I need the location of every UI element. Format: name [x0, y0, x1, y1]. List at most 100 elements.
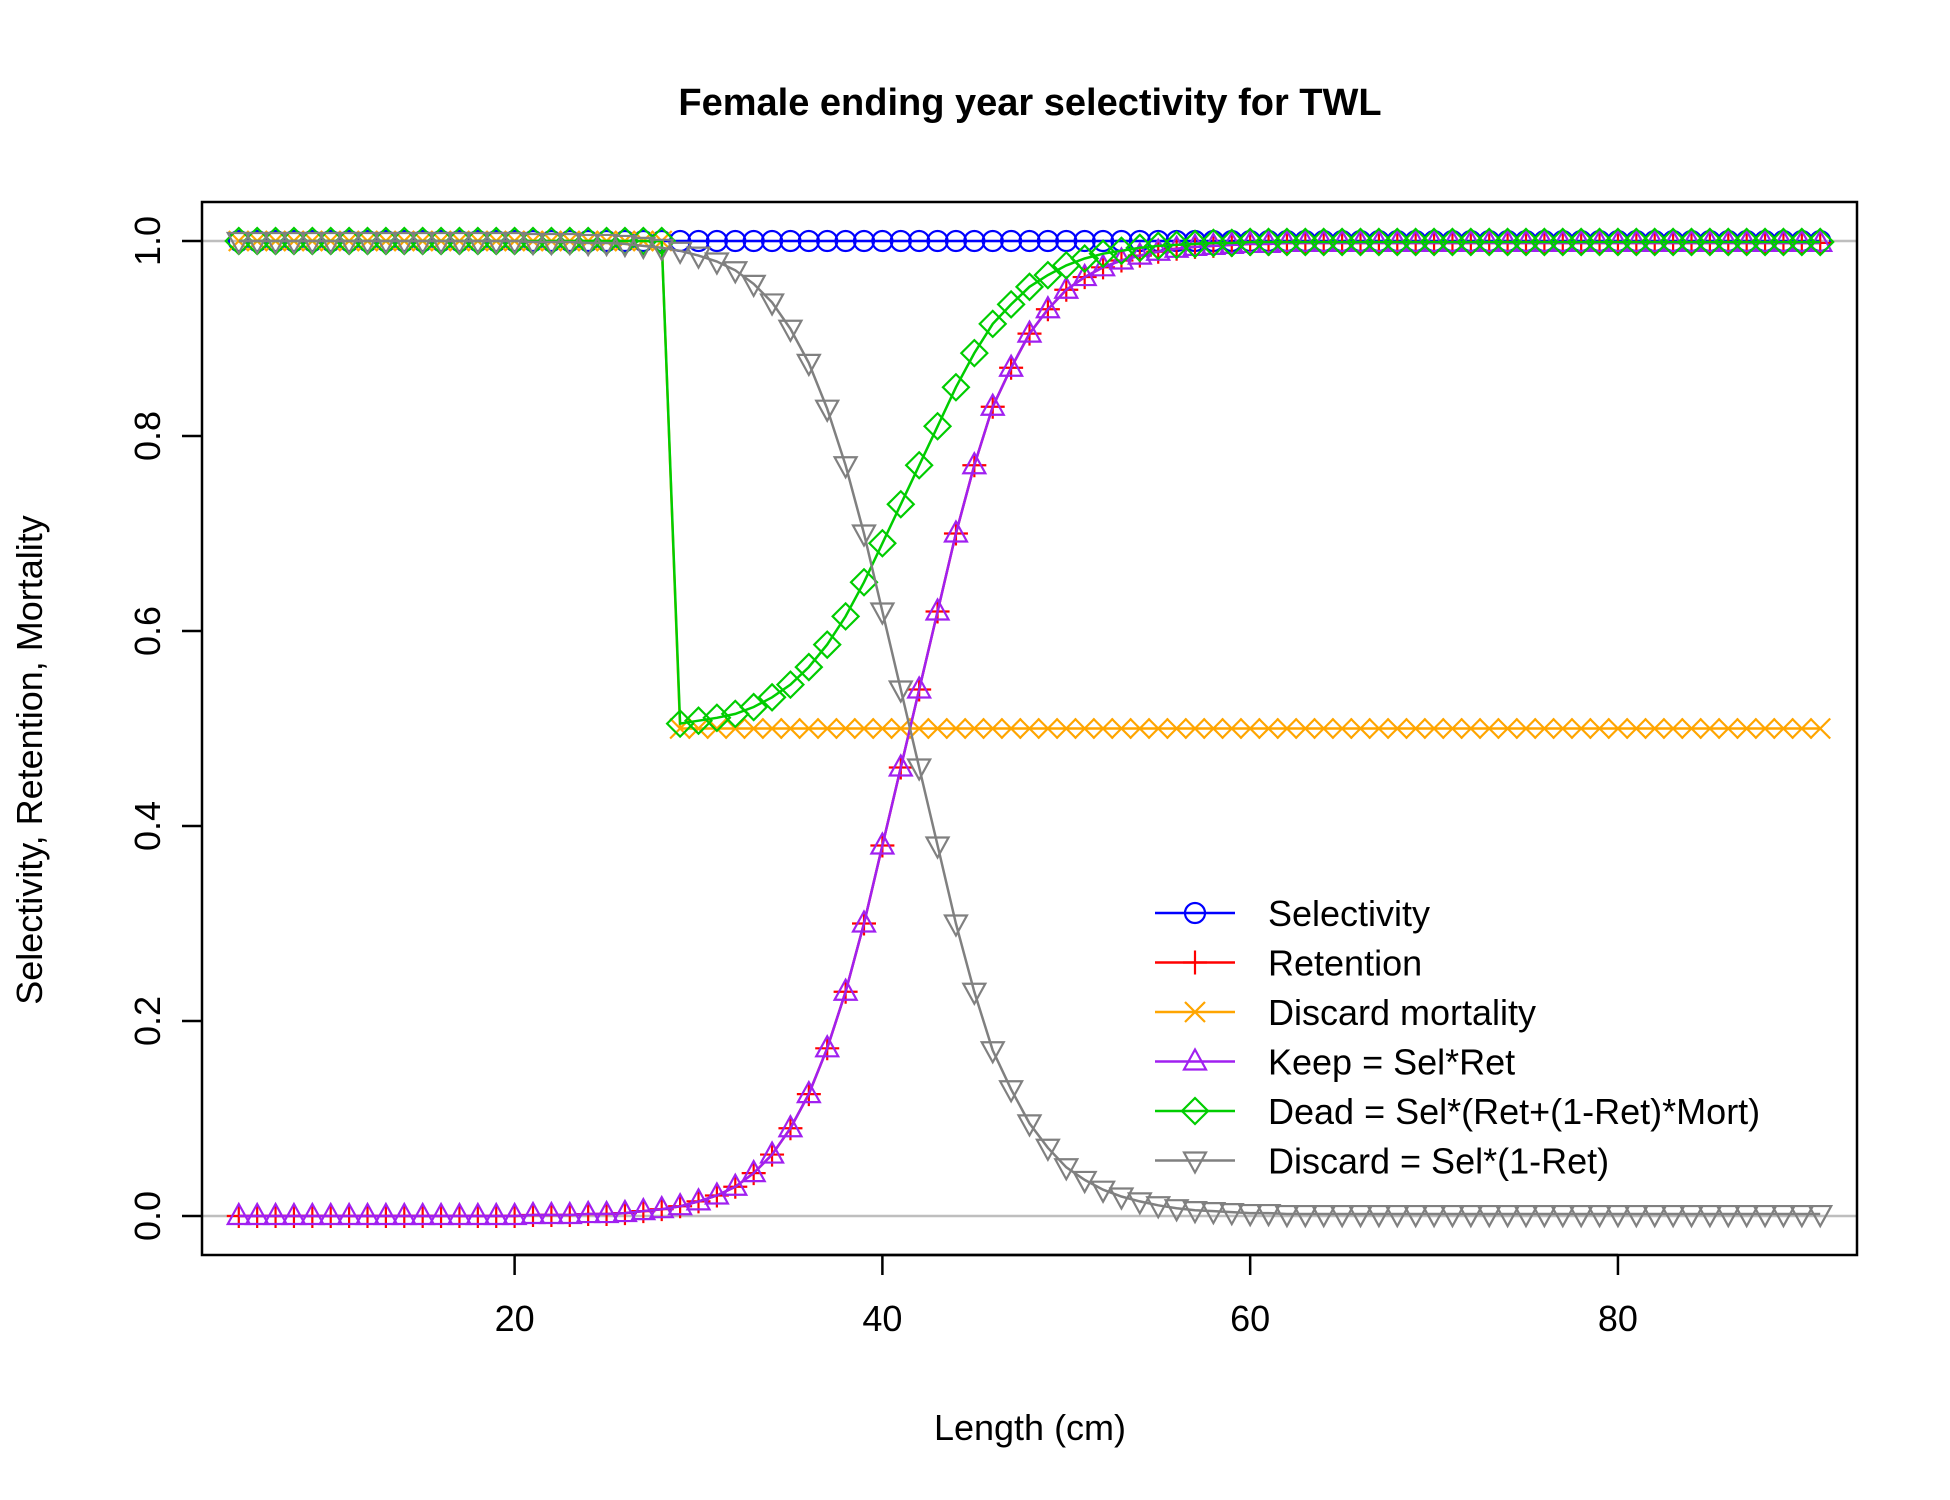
- data-point: [409, 231, 436, 256]
- data-point: [978, 309, 1008, 339]
- data-point: [244, 1201, 271, 1226]
- data-point: [1552, 717, 1574, 740]
- data-point: [779, 717, 802, 740]
- data-point: [299, 231, 326, 256]
- data-point: [1292, 1204, 1319, 1229]
- y-axis-label: Selectivity, Retention, Mortality: [9, 515, 50, 1005]
- data-point: [1439, 1204, 1466, 1229]
- data-point: [871, 229, 894, 253]
- data-point: [1053, 275, 1080, 299]
- data-point: [852, 229, 876, 253]
- data-point: [1605, 1204, 1631, 1229]
- data-point: [1108, 1187, 1135, 1211]
- data-point: [795, 353, 822, 378]
- data-point: [648, 238, 675, 263]
- data-point: [867, 528, 897, 558]
- data-point: [724, 229, 747, 253]
- data-point: [1423, 717, 1445, 740]
- data-point: [1733, 1204, 1760, 1229]
- data-point: [869, 602, 896, 626]
- data-point: [871, 717, 894, 740]
- data-point: [777, 319, 804, 344]
- data-point: [963, 229, 986, 253]
- data-point: [464, 231, 491, 256]
- data-point: [814, 399, 841, 423]
- data-point: [1221, 717, 1243, 740]
- data-point: [1754, 717, 1776, 740]
- data-point: [944, 229, 968, 253]
- data-point: [685, 246, 712, 270]
- data-point: [1239, 717, 1261, 740]
- data-point: [1071, 262, 1098, 287]
- data-point: [1366, 1204, 1392, 1229]
- data-point: [317, 231, 344, 256]
- y-tick-label: 1.0: [127, 216, 168, 266]
- data-point: [996, 289, 1026, 319]
- data-point: [225, 1201, 252, 1226]
- legend-item: Discard = Sel*(1-Ret): [1155, 1141, 1609, 1182]
- data-point: [795, 1079, 822, 1104]
- series-4: [224, 226, 1835, 739]
- data-point: [704, 252, 730, 276]
- data-point: [1807, 1204, 1834, 1229]
- data-point: [1182, 1201, 1208, 1225]
- data-point: [501, 231, 528, 256]
- data-point: [647, 226, 677, 256]
- data-point: [1457, 1204, 1484, 1229]
- data-point: [1092, 717, 1114, 740]
- data-point: [1200, 1202, 1227, 1226]
- data-point: [943, 914, 969, 938]
- data-point: [1699, 717, 1721, 740]
- data-point: [704, 1181, 730, 1205]
- data-point: [1662, 717, 1684, 740]
- data-point: [1106, 236, 1136, 266]
- data-point: [593, 1199, 620, 1224]
- legend-label: Retention: [1268, 943, 1422, 984]
- data-point: [722, 261, 749, 285]
- data-point: [963, 717, 986, 740]
- data-point: [483, 231, 510, 256]
- legend: Selectivity Retention Discard mortality Kee…: [1155, 893, 1760, 1182]
- data-point: [849, 567, 879, 597]
- data-point: [1090, 253, 1116, 277]
- data-point: [1053, 1158, 1080, 1182]
- data-point: [1090, 1180, 1116, 1204]
- data-point: [906, 675, 933, 699]
- series-line: [238, 239, 1821, 730]
- data-point: [1274, 1204, 1300, 1229]
- data-point: [869, 831, 896, 855]
- data-point: [1441, 717, 1464, 740]
- data-point: [1126, 1192, 1153, 1216]
- data-point: [612, 1198, 638, 1223]
- data-point: [887, 753, 914, 777]
- data-point: [1805, 227, 1835, 257]
- data-point: [409, 1201, 436, 1226]
- legend-item: Dead = Sel*(Ret+(1-Ret)*Mort): [1155, 1091, 1760, 1132]
- data-point: [1000, 717, 1022, 740]
- data-point: [959, 338, 989, 368]
- data-point: [612, 234, 638, 259]
- data-point: [886, 489, 916, 519]
- data-point: [887, 680, 914, 704]
- data-point: [1752, 1204, 1778, 1229]
- data-point: [761, 717, 783, 740]
- data-point: [906, 758, 933, 782]
- series-2: [228, 230, 1831, 740]
- data-point: [924, 836, 951, 860]
- data-point: [1386, 717, 1409, 740]
- data-point: [834, 229, 857, 253]
- y-tick-label: 0.6: [127, 606, 168, 656]
- data-point: [373, 231, 399, 256]
- data-point: [722, 1172, 749, 1196]
- data-point: [851, 524, 877, 548]
- data-point: [538, 1200, 565, 1225]
- data-point: [1163, 1199, 1190, 1223]
- data-point: [1570, 717, 1592, 740]
- data-point: [1697, 1204, 1723, 1229]
- data-point: [685, 1187, 712, 1211]
- data-point: [1496, 717, 1519, 740]
- data-point: [336, 231, 362, 256]
- data-point: [1770, 1204, 1797, 1229]
- data-point: [665, 709, 695, 739]
